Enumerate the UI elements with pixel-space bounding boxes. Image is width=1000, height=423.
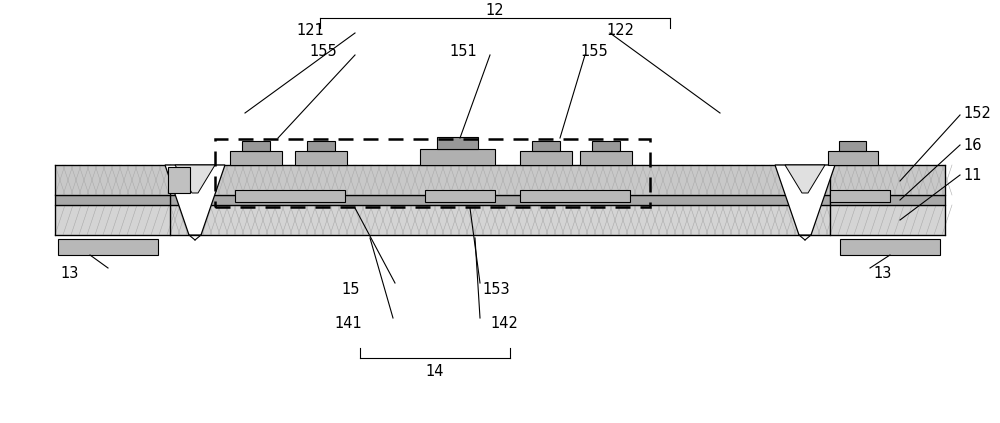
Polygon shape <box>55 165 170 195</box>
Polygon shape <box>55 205 170 235</box>
Polygon shape <box>830 205 945 235</box>
Polygon shape <box>165 165 225 235</box>
Text: 11: 11 <box>963 168 982 182</box>
Polygon shape <box>170 195 830 205</box>
Polygon shape <box>170 165 830 195</box>
Bar <box>840 239 940 255</box>
Text: 121: 121 <box>296 22 324 38</box>
Bar <box>215 139 650 207</box>
Bar <box>307 141 335 151</box>
Bar <box>168 167 190 193</box>
Polygon shape <box>175 165 215 193</box>
Bar <box>242 141 270 151</box>
Bar <box>592 141 620 151</box>
Text: 122: 122 <box>606 22 634 38</box>
Bar <box>437 137 478 149</box>
Bar <box>520 151 572 165</box>
Polygon shape <box>830 195 945 205</box>
Bar <box>235 190 345 202</box>
Polygon shape <box>55 195 170 205</box>
Text: 142: 142 <box>490 316 518 332</box>
Polygon shape <box>830 165 945 195</box>
Text: 151: 151 <box>449 44 477 58</box>
Bar <box>830 190 890 202</box>
Bar <box>839 141 866 151</box>
Text: 16: 16 <box>963 137 982 153</box>
Bar <box>425 190 495 202</box>
Text: 14: 14 <box>426 363 444 379</box>
Bar <box>230 151 282 165</box>
Text: 155: 155 <box>580 44 608 58</box>
Bar <box>532 141 560 151</box>
Text: 15: 15 <box>342 281 360 297</box>
Text: 13: 13 <box>60 266 78 280</box>
Polygon shape <box>170 205 830 235</box>
Bar <box>520 190 630 202</box>
Text: 155: 155 <box>309 44 337 58</box>
Bar <box>580 151 632 165</box>
Text: 12: 12 <box>486 3 504 17</box>
Bar <box>58 239 158 255</box>
Polygon shape <box>785 165 825 193</box>
Bar <box>828 151 878 165</box>
Text: 141: 141 <box>334 316 362 332</box>
Bar <box>295 151 347 165</box>
Text: 153: 153 <box>482 281 510 297</box>
Bar <box>420 149 495 165</box>
Text: 152: 152 <box>963 105 991 121</box>
Polygon shape <box>775 165 835 235</box>
Text: 13: 13 <box>873 266 891 280</box>
